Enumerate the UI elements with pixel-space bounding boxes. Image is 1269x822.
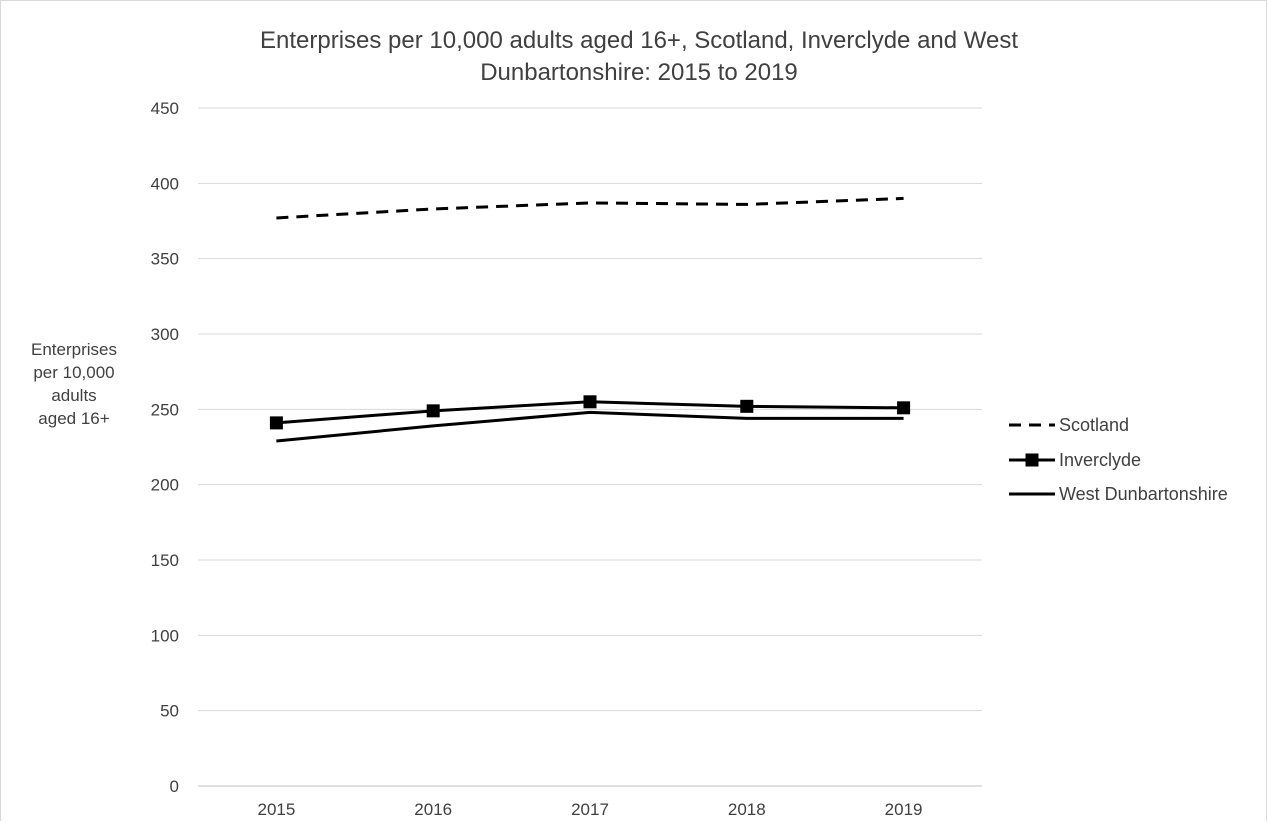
legend: Scotland Inverclyde West Dunbartonshire xyxy=(1009,415,1228,504)
x-tick-label: 2016 xyxy=(414,800,452,819)
y-tick-label: 400 xyxy=(151,174,179,193)
legend-label: Inverclyde xyxy=(1059,450,1141,470)
data-point-inverclyde xyxy=(583,395,597,409)
y-axis-label: Enterprises per 10,000 adults aged 16+ xyxy=(31,340,117,428)
data-point-inverclyde xyxy=(269,416,283,430)
legend-marker xyxy=(1025,453,1039,467)
series-line-west-dunbartonshire xyxy=(276,410,904,443)
y-tick-label: 350 xyxy=(151,250,179,269)
series-inverclyde xyxy=(269,395,911,430)
chart-title-line: Dunbartonshire: 2015 to 2019 xyxy=(480,59,798,86)
legend-label: Scotland xyxy=(1059,415,1129,435)
y-axis-ticks: 0 50 100 150 200 250 300 350 400 450 xyxy=(151,99,179,796)
legend-item-inverclyde: Inverclyde xyxy=(1009,450,1141,470)
chart-title: Enterprises per 10,000 adults aged 16+, … xyxy=(260,27,1018,86)
y-axis-label-line: adults xyxy=(51,386,96,405)
data-point-inverclyde xyxy=(897,401,911,415)
y-tick-label: 250 xyxy=(151,400,179,419)
data-point-inverclyde xyxy=(740,399,754,413)
legend-item-scotland: Scotland xyxy=(1009,415,1129,435)
legend-item-west-dunbartonshire: West Dunbartonshire xyxy=(1009,484,1228,504)
y-tick-label: 100 xyxy=(151,626,179,645)
series-west-dunbartonshire xyxy=(276,410,904,443)
gridlines xyxy=(198,107,982,787)
x-tick-label: 2018 xyxy=(728,800,766,819)
y-axis-label-line: per 10,000 xyxy=(33,363,114,382)
y-tick-label: 50 xyxy=(160,702,179,721)
y-tick-label: 150 xyxy=(151,551,179,570)
data-point-inverclyde xyxy=(426,404,440,418)
x-tick-label: 2015 xyxy=(257,800,295,819)
y-tick-label: 450 xyxy=(151,99,179,118)
y-tick-label: 200 xyxy=(151,476,179,495)
series-scotland xyxy=(276,196,904,220)
x-axis-ticks: 2015 2016 2017 2018 2019 xyxy=(257,800,922,819)
x-tick-label: 2019 xyxy=(885,800,923,819)
x-tick-label: 2017 xyxy=(571,800,609,819)
y-axis-label-line: Enterprises xyxy=(31,340,117,359)
series xyxy=(269,196,911,443)
series-line-scotland xyxy=(276,196,904,220)
y-tick-label: 300 xyxy=(151,325,179,344)
y-tick-label: 0 xyxy=(170,777,179,796)
y-axis-label-line: aged 16+ xyxy=(38,409,109,428)
legend-label: West Dunbartonshire xyxy=(1059,484,1228,504)
chart-title-line: Enterprises per 10,000 adults aged 16+, … xyxy=(260,27,1018,54)
